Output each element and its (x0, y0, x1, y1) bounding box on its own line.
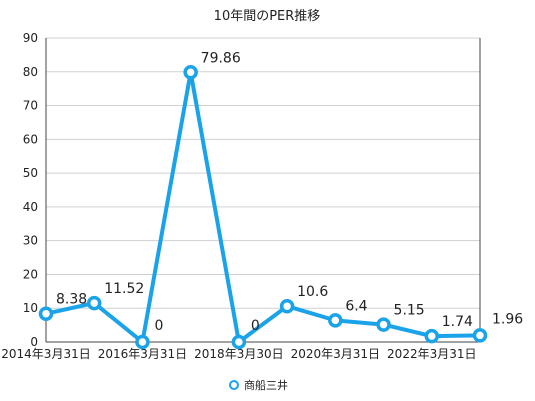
data-point (86, 295, 102, 311)
data-point (424, 328, 440, 344)
y-tick-label: 30 (23, 234, 38, 248)
data-label: 79.86 (201, 50, 241, 66)
y-tick-label: 80 (23, 65, 38, 79)
y-tick-label: 20 (23, 267, 38, 281)
y-tick-label: 0 (30, 335, 38, 349)
y-tick-label: 50 (23, 166, 38, 180)
y-tick-label: 40 (23, 200, 38, 214)
data-point (183, 65, 198, 80)
y-tick-label: 60 (23, 132, 38, 146)
data-point (472, 328, 488, 343)
data-label: 5.15 (394, 303, 425, 319)
data-label: 1.74 (442, 314, 473, 330)
legend: 商船三井 (229, 378, 288, 392)
x-tick-label: 2022年3月31日 (387, 347, 476, 361)
x-tick-label: 2016年3月31日 (98, 347, 187, 361)
legend-marker-icon (229, 380, 239, 390)
y-tick-label: 70 (23, 99, 38, 113)
series-group (38, 65, 488, 350)
x-axis-ticks: 2014年3月31日 2016年3月31日 2018年3月30日 2020年3月31日… (1, 347, 476, 361)
data-point (376, 317, 391, 332)
data-point (279, 298, 295, 314)
data-labels: 8.38 11.52 0 79.86 0 10.6 6.4 5.15 1.74 1.96 (56, 50, 523, 334)
y-tick-label: 10 (23, 301, 38, 315)
data-label: 8.38 (56, 292, 87, 308)
x-tick-label: 2020年3月31日 (291, 347, 380, 361)
grid-lines (46, 37, 480, 343)
data-point (38, 306, 54, 321)
legend-label-shosen-mitsui: 商船三井 (244, 378, 288, 392)
y-tick-label: 90 (23, 31, 38, 45)
data-label: 0 (154, 318, 163, 334)
data-label: 10.6 (297, 284, 328, 300)
data-point (135, 334, 150, 350)
data-point (328, 313, 343, 328)
data-label: 11.52 (104, 281, 144, 297)
data-label: 0 (251, 318, 260, 334)
chart-title: 10年間のPER推移 (214, 9, 321, 24)
x-tick-label: 2014年3月31日 (1, 347, 90, 361)
data-label: 1.96 (492, 311, 523, 327)
plot-border (45, 38, 481, 343)
x-tick-label: 2018年3月30日 (194, 347, 283, 361)
y-axis-ticks: 0 10 20 30 40 50 60 70 80 90 (23, 31, 38, 349)
data-label: 6.4 (345, 298, 367, 314)
data-point (231, 334, 247, 350)
series-line (44, 70, 482, 344)
